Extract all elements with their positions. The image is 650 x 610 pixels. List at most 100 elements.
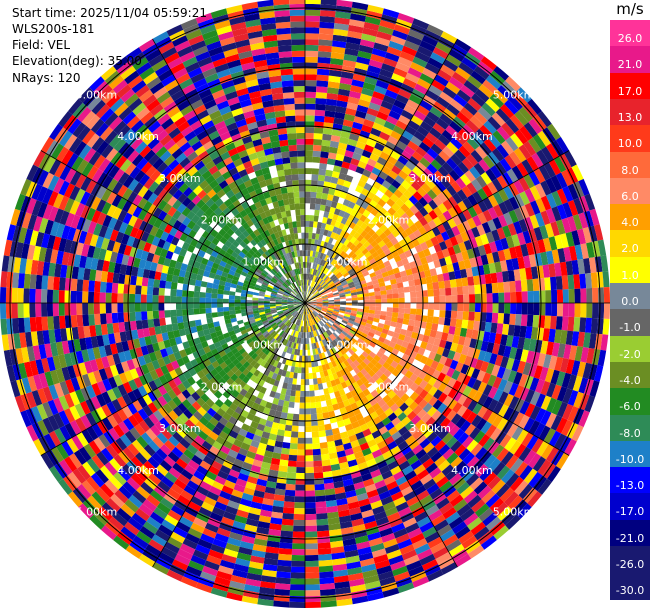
velocity-gate (393, 450, 404, 461)
velocity-gate (547, 465, 561, 483)
velocity-gate (477, 530, 494, 545)
velocity-gate (356, 227, 365, 235)
velocity-gate (485, 98, 500, 113)
velocity-gate (375, 228, 384, 237)
velocity-gate (376, 565, 392, 575)
velocity-gate (335, 271, 342, 278)
velocity-gate (540, 195, 552, 211)
velocity-gate (538, 425, 551, 441)
velocity-gate (105, 303, 112, 314)
velocity-gate (334, 240, 341, 248)
velocity-gate (460, 420, 472, 433)
velocity-gate (291, 360, 296, 367)
velocity-gate (320, 453, 330, 461)
velocity-gate (390, 360, 399, 369)
velocity-gate (401, 45, 418, 57)
velocity-gate (328, 374, 335, 382)
velocity-gate (305, 56, 318, 63)
velocity-gate (350, 312, 357, 317)
velocity-gate (0, 287, 7, 303)
velocity-gate (343, 544, 358, 553)
velocity-gate (368, 397, 378, 407)
velocity-gate (494, 239, 504, 252)
velocity-gate (574, 288, 581, 303)
velocity-gate (320, 281, 326, 287)
velocity-gate (311, 419, 318, 426)
velocity-gate (325, 104, 337, 112)
velocity-gate (421, 290, 428, 297)
velocity-gate (287, 377, 294, 385)
velocity-gate (494, 354, 504, 367)
velocity-gate (414, 176, 426, 187)
velocity-gate (373, 554, 389, 564)
velocity-gate (422, 296, 429, 303)
velocity-gate (395, 533, 410, 544)
velocity-gate (546, 193, 557, 209)
velocity-gate (305, 338, 308, 345)
velocity-gate (467, 545, 485, 559)
velocity-gate (460, 231, 470, 242)
velocity-gate (199, 292, 206, 298)
velocity-gate (176, 289, 183, 297)
velocity-gate (367, 531, 382, 541)
velocity-gate (398, 297, 405, 303)
velocity-gate (388, 40, 404, 52)
velocity-gate (359, 442, 370, 451)
velocity-gate (489, 497, 505, 513)
velocity-gate (466, 411, 478, 424)
velocity-gate (394, 160, 405, 171)
velocity-gate (401, 549, 418, 561)
velocity-gate (305, 414, 312, 421)
velocity-gate (291, 554, 305, 562)
velocity-gate (330, 266, 337, 273)
velocity-gate (487, 475, 502, 490)
velocity-gate (507, 223, 517, 236)
velocity-gate (329, 250, 335, 258)
velocity-gate (352, 121, 363, 131)
velocity-gate (368, 424, 379, 434)
velocity-gate (386, 46, 402, 57)
velocity-gate (297, 331, 301, 338)
velocity-gate (329, 457, 340, 466)
velocity-gate (23, 273, 31, 289)
velocity-gate (573, 274, 581, 289)
velocity-gate (46, 289, 54, 303)
velocity-gate (332, 339, 339, 346)
velocity-gate (430, 451, 443, 463)
velocity-gate (317, 542, 331, 549)
velocity-gate (346, 357, 353, 365)
velocity-gate (332, 213, 339, 221)
velocity-gate (338, 222, 345, 230)
velocity-gate (319, 571, 334, 579)
velocity-gate (508, 95, 523, 111)
velocity-gate (352, 224, 361, 232)
velocity-gate (514, 348, 523, 361)
velocity-gate (426, 315, 434, 324)
velocity-gate (440, 365, 450, 375)
velocity-gate (489, 520, 506, 536)
velocity-gate (476, 224, 486, 236)
velocity-gate (324, 482, 335, 490)
velocity-gate (305, 554, 319, 562)
velocity-gate (346, 303, 352, 306)
velocity-gate (450, 287, 458, 296)
velocity-gate (393, 528, 408, 539)
velocity-gate (407, 67, 423, 79)
velocity-gate (479, 467, 493, 482)
velocity-gate (280, 530, 293, 538)
velocity-gate (428, 386, 438, 397)
velocity-gate (323, 324, 329, 331)
velocity-gate (397, 155, 409, 166)
velocity-gate (441, 348, 450, 358)
velocity-gate (434, 455, 447, 468)
velocity-gate (362, 428, 372, 437)
velocity-gate (193, 308, 200, 315)
velocity-gate (480, 233, 490, 245)
velocity-gate (383, 369, 392, 378)
velocity-gate (315, 316, 320, 322)
velocity-gate (380, 193, 390, 203)
velocity-gate (355, 141, 366, 150)
velocity-gate (372, 416, 382, 425)
velocity-gate (347, 281, 355, 287)
velocity-gate (404, 249, 413, 258)
